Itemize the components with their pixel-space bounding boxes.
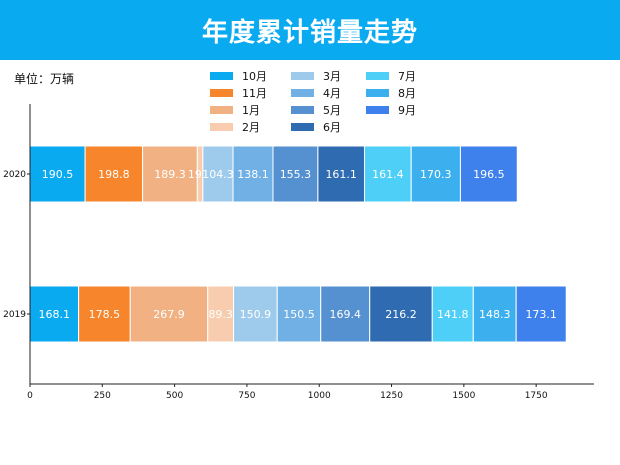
data-label: 173.1: [525, 308, 557, 321]
y-tick-label: 2019: [3, 310, 26, 320]
bar-segment: [317, 145, 365, 203]
data-label: 155.3: [280, 168, 312, 181]
data-label: 148.3: [479, 308, 511, 321]
data-label: 104.3: [202, 168, 234, 181]
legend-swatch: [291, 106, 314, 114]
data-label: 169.4: [329, 308, 361, 321]
axes: 2020 2019 0 250 500 750 1000 1250 1500 1750: [3, 104, 594, 401]
bar-segment: [431, 285, 474, 343]
page-title: 年度累计销量走势: [201, 17, 418, 48]
legend: 10月 11月 1月 2月 3月 4月 5月 6月 7月 8月 9月: [210, 70, 416, 134]
x-tick-label: 750: [238, 391, 255, 401]
legend-swatch: [291, 123, 314, 131]
x-tick-label: 1250: [380, 391, 403, 401]
data-label: 190.5: [42, 168, 74, 181]
bar-segment: [84, 145, 144, 203]
bar-segment: [369, 285, 433, 343]
bar-segment: [232, 145, 274, 203]
title-banner: 年度累计销量走势: [0, 0, 620, 60]
legend-swatch: [210, 89, 233, 97]
x-tick-label: 1750: [525, 391, 548, 401]
legend-label: 4月: [323, 87, 341, 100]
legend-swatch: [210, 123, 233, 131]
data-label: 178.5: [89, 308, 121, 321]
legend-swatch: [366, 89, 389, 97]
data-label: 150.5: [283, 308, 315, 321]
x-tick-label: 500: [166, 391, 183, 401]
y-tick-label: 2020: [3, 170, 26, 180]
legend-label: 5月: [323, 104, 341, 117]
legend-swatch: [366, 106, 389, 114]
bar-segment: [276, 285, 322, 343]
legend-swatch: [210, 106, 233, 114]
bar-segment: [202, 145, 234, 203]
bar-segment: [272, 145, 319, 203]
legend-label: 7月: [398, 70, 416, 83]
legend-label: 8月: [398, 87, 416, 100]
bar-segment: [410, 145, 461, 203]
legend-label: 6月: [323, 121, 341, 134]
data-label: 138.1: [237, 168, 269, 181]
data-label: 216.2: [385, 308, 417, 321]
bar-segment: [129, 285, 209, 343]
bar-segment: [207, 285, 235, 343]
legend-label: 9月: [398, 104, 416, 117]
data-label: 198.8: [98, 168, 130, 181]
x-tick-label: 1000: [308, 391, 331, 401]
bar-segment: [459, 145, 518, 203]
data-label: 170.3: [420, 168, 452, 181]
x-tick-label: 250: [94, 391, 111, 401]
unit-label: 单位：万辆: [14, 72, 75, 86]
legend-label: 10月: [242, 70, 267, 83]
data-label: 161.1: [325, 168, 357, 181]
legend-label: 11月: [242, 87, 267, 100]
data-label: 89.3: [208, 308, 233, 321]
x-tick-label: 1500: [452, 391, 475, 401]
data-label: 267.9: [153, 308, 185, 321]
data-label: 168.1: [39, 308, 71, 321]
data-label: 161.4: [372, 168, 404, 181]
legend-swatch: [366, 72, 389, 80]
x-tick-label: 0: [27, 391, 33, 401]
legend-swatch: [291, 89, 314, 97]
legend-label: 3月: [323, 70, 341, 83]
data-label: 189.3: [154, 168, 186, 181]
data-label: 150.9: [240, 308, 272, 321]
data-label: 141.8: [437, 308, 469, 321]
bar-segment: [78, 285, 131, 343]
bar-segment: [320, 285, 371, 343]
legend-label: 2月: [242, 121, 260, 134]
bar-segment: [233, 285, 278, 343]
bar-segment: [142, 145, 198, 203]
data-label: 196.5: [473, 168, 505, 181]
legend-swatch: [291, 72, 314, 80]
bar-segment: [515, 285, 567, 343]
legend-swatch: [210, 72, 233, 80]
legend-label: 1月: [242, 104, 260, 117]
bar-segment: [472, 285, 517, 343]
